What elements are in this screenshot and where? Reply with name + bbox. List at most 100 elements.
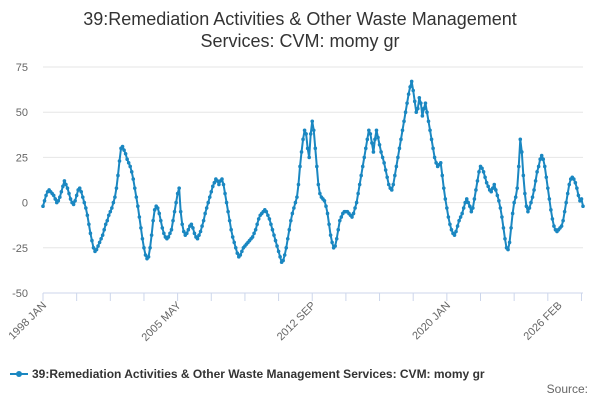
data-point[interactable] — [250, 235, 255, 239]
data-point[interactable] — [472, 197, 477, 201]
data-point[interactable] — [186, 227, 191, 232]
data-point[interactable] — [113, 195, 117, 199]
data-point[interactable] — [162, 231, 166, 236]
data-point[interactable] — [172, 209, 177, 214]
data-point[interactable] — [464, 197, 469, 201]
data-point[interactable] — [203, 211, 207, 216]
data-point[interactable] — [185, 231, 189, 236]
data-point[interactable] — [559, 224, 564, 228]
data-point[interactable] — [212, 180, 217, 185]
data-point[interactable] — [282, 253, 287, 257]
data-point[interactable] — [293, 200, 298, 205]
data-point[interactable] — [240, 249, 244, 254]
data-point[interactable] — [385, 175, 389, 180]
data-point[interactable] — [155, 206, 160, 210]
data-point[interactable] — [180, 222, 185, 227]
data-point[interactable] — [169, 227, 174, 232]
data-point[interactable] — [327, 222, 331, 227]
data-point[interactable] — [428, 128, 432, 133]
data-point[interactable] — [547, 197, 552, 201]
data-point[interactable] — [420, 114, 425, 118]
data-point[interactable] — [175, 191, 180, 196]
data-point[interactable] — [61, 184, 65, 189]
data-point[interactable] — [42, 198, 47, 203]
data-point[interactable] — [365, 137, 370, 142]
data-point[interactable] — [527, 206, 532, 210]
data-point[interactable] — [389, 188, 394, 192]
data-point[interactable] — [217, 182, 221, 187]
data-point[interactable] — [71, 202, 76, 207]
data-point[interactable] — [576, 193, 581, 198]
data-point[interactable] — [351, 211, 356, 216]
data-point[interactable] — [403, 110, 408, 114]
data-point[interactable] — [489, 189, 494, 194]
data-point[interactable] — [44, 193, 48, 198]
data-point[interactable] — [105, 218, 110, 223]
data-point[interactable] — [394, 164, 399, 169]
data-point[interactable] — [419, 101, 423, 105]
data-point[interactable] — [211, 184, 215, 189]
data-point[interactable] — [192, 231, 197, 236]
data-point[interactable] — [458, 215, 463, 219]
data-point[interactable] — [296, 182, 301, 187]
data-point[interactable] — [325, 211, 330, 216]
data-point[interactable] — [449, 227, 454, 232]
data-point[interactable] — [126, 161, 131, 165]
data-point[interactable] — [96, 244, 100, 248]
data-point[interactable] — [94, 247, 99, 252]
data-point[interactable] — [103, 222, 108, 227]
data-point[interactable] — [432, 155, 437, 160]
data-point[interactable] — [136, 204, 140, 209]
data-point[interactable] — [301, 137, 305, 142]
data-point[interactable] — [278, 255, 282, 259]
data-point[interactable] — [363, 146, 368, 151]
data-point[interactable] — [195, 236, 200, 241]
data-point[interactable] — [87, 222, 91, 227]
data-point[interactable] — [521, 173, 526, 178]
data-point[interactable] — [215, 179, 220, 183]
data-point[interactable] — [88, 231, 93, 236]
data-point[interactable] — [452, 233, 457, 237]
data-point[interactable] — [564, 200, 568, 205]
data-point[interactable] — [117, 159, 122, 163]
data-point[interactable] — [503, 236, 507, 241]
data-point[interactable] — [509, 226, 513, 230]
data-point[interactable] — [354, 200, 359, 205]
data-point[interactable] — [373, 137, 377, 142]
data-point[interactable] — [148, 246, 152, 250]
data-point[interactable] — [79, 189, 84, 194]
data-point[interactable] — [177, 186, 181, 190]
data-point[interactable] — [483, 175, 487, 180]
data-point[interactable] — [289, 218, 293, 223]
data-point[interactable] — [276, 249, 281, 254]
data-point[interactable] — [515, 186, 520, 190]
data-point[interactable] — [114, 186, 119, 190]
data-point[interactable] — [139, 226, 143, 230]
data-point[interactable] — [305, 146, 310, 151]
data-point[interactable] — [581, 204, 585, 209]
data-point[interactable] — [562, 209, 567, 214]
data-point[interactable] — [295, 195, 299, 199]
data-series[interactable] — [41, 79, 585, 265]
data-point[interactable] — [292, 206, 296, 210]
data-point[interactable] — [224, 200, 229, 205]
data-point[interactable] — [191, 226, 195, 230]
data-point[interactable] — [290, 211, 295, 216]
data-point[interactable] — [440, 173, 445, 178]
data-point[interactable] — [391, 182, 396, 187]
data-point[interactable] — [333, 244, 337, 248]
data-point[interactable] — [486, 184, 490, 189]
data-point[interactable] — [143, 253, 148, 257]
data-point[interactable] — [567, 182, 572, 187]
data-point[interactable] — [122, 148, 126, 152]
data-point[interactable] — [256, 217, 261, 221]
data-point[interactable] — [313, 146, 318, 151]
data-point[interactable] — [298, 164, 302, 169]
data-point[interactable] — [152, 208, 157, 212]
data-point[interactable] — [129, 170, 134, 174]
data-point[interactable] — [544, 175, 549, 180]
data-point[interactable] — [221, 182, 226, 187]
data-point[interactable] — [426, 119, 431, 124]
data-point[interactable] — [370, 141, 374, 145]
data-point[interactable] — [383, 168, 388, 172]
